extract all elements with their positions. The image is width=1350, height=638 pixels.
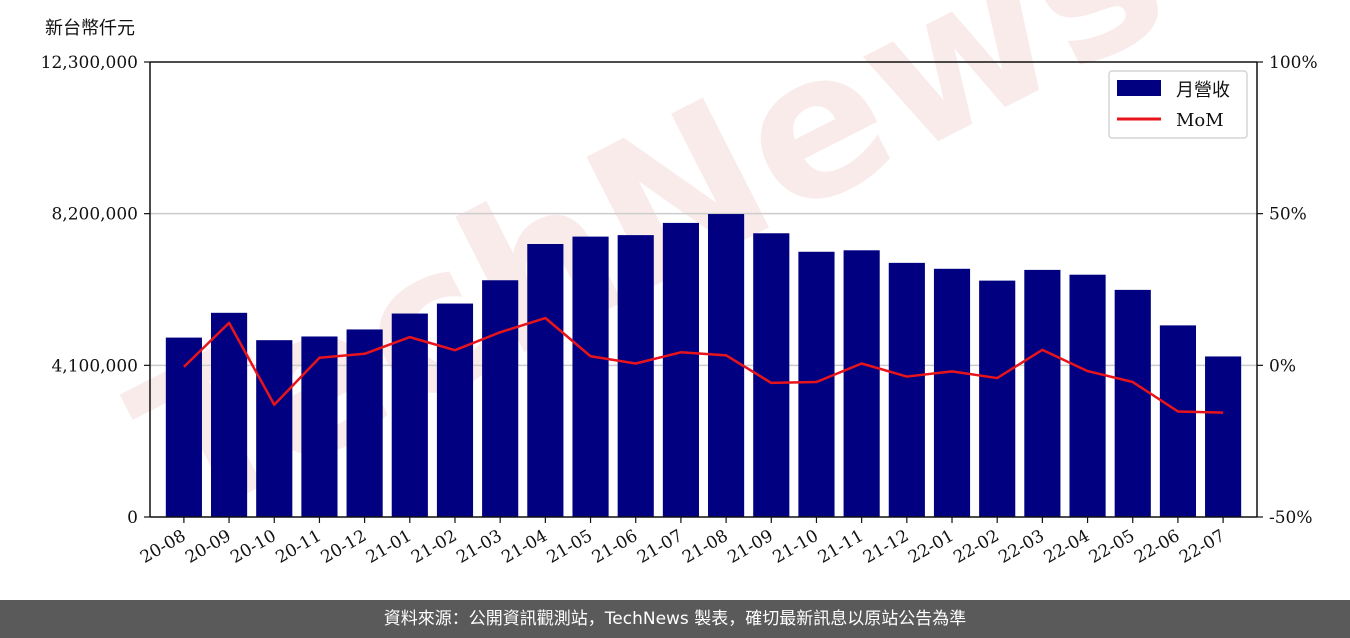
revenue-bar bbox=[662, 222, 699, 518]
legend-label-mom: MoM bbox=[1176, 110, 1224, 131]
revenue-bar bbox=[165, 337, 202, 517]
revenue-bar bbox=[843, 250, 880, 517]
revenue-bar bbox=[1069, 274, 1106, 517]
legend-label-revenue: 月營收 bbox=[1176, 80, 1230, 101]
right-tick-label: 0% bbox=[1269, 356, 1296, 376]
y-axis-unit-label: 新台幣仟元 bbox=[45, 18, 135, 39]
revenue-chart: TechNews 04,100,0008,200,00012,300,000-5… bbox=[41, 0, 1318, 568]
revenue-bar bbox=[1205, 356, 1242, 517]
revenue-bar bbox=[708, 214, 745, 517]
x-tick-label: 22-02 bbox=[950, 526, 1002, 568]
x-tick-label: 21-05 bbox=[544, 526, 596, 568]
x-tick-label: 20-12 bbox=[318, 526, 370, 568]
x-tick-label: 21-02 bbox=[408, 526, 460, 568]
x-tick-label: 22-07 bbox=[1176, 526, 1228, 568]
x-tick-label: 22-04 bbox=[1041, 526, 1093, 568]
source-footer: 資料來源：公開資訊觀測站，TechNews 製表，確切最新訊息以原站公告為準 bbox=[0, 600, 1350, 638]
right-tick-label: 100% bbox=[1269, 53, 1318, 73]
revenue-bar bbox=[527, 244, 564, 517]
revenue-bar bbox=[256, 340, 293, 517]
legend-bar-swatch bbox=[1117, 80, 1161, 96]
x-tick-label: 21-03 bbox=[453, 526, 505, 568]
mom-line-series bbox=[183, 316, 1224, 414]
x-tick-label: 22-05 bbox=[1086, 526, 1138, 568]
revenue-bar bbox=[301, 336, 338, 517]
x-tick-label: 21-12 bbox=[860, 526, 912, 568]
x-tick-label: 22-06 bbox=[1131, 526, 1183, 568]
revenue-bar bbox=[572, 236, 609, 517]
legend: 月營收 MoM bbox=[1108, 70, 1248, 139]
left-tick-label: 0 bbox=[127, 508, 138, 528]
revenue-bar bbox=[1114, 289, 1151, 517]
x-tick-label: 21-09 bbox=[724, 526, 776, 568]
mom-line bbox=[183, 316, 1224, 414]
x-tick-label: 21-08 bbox=[679, 526, 731, 568]
x-tick-label: 21-10 bbox=[770, 526, 822, 568]
right-tick-label: -50% bbox=[1269, 508, 1313, 528]
left-tick-label: 12,300,000 bbox=[41, 53, 138, 73]
revenue-bar bbox=[979, 280, 1016, 517]
revenue-bar bbox=[391, 313, 428, 517]
x-tick-label: 21-01 bbox=[363, 526, 415, 568]
revenue-bar bbox=[798, 251, 835, 517]
revenue-bar bbox=[933, 268, 971, 517]
x-tick-label: 20-08 bbox=[137, 526, 189, 568]
x-tick-label: 22-01 bbox=[905, 526, 957, 568]
revenue-bar bbox=[346, 329, 383, 517]
revenue-bar bbox=[482, 280, 519, 517]
revenue-bar bbox=[617, 235, 654, 517]
left-tick-label: 8,200,000 bbox=[51, 205, 138, 225]
revenue-bar bbox=[888, 262, 925, 517]
x-tick-label: 21-11 bbox=[815, 526, 867, 568]
left-tick-label: 4,100,000 bbox=[51, 356, 138, 376]
axes bbox=[149, 61, 1258, 518]
x-tick-label: 22-03 bbox=[995, 526, 1047, 568]
revenue-bar bbox=[1024, 269, 1061, 517]
x-tick-label: 20-11 bbox=[272, 526, 324, 568]
revenue-bar bbox=[1159, 325, 1197, 517]
x-tick-label: 21-04 bbox=[498, 526, 550, 568]
x-tick-label: 21-07 bbox=[634, 526, 686, 568]
right-tick-label: 50% bbox=[1269, 205, 1307, 225]
x-tick-label: 21-06 bbox=[589, 526, 641, 568]
bar-series bbox=[165, 214, 1242, 518]
revenue-bar bbox=[436, 303, 474, 517]
